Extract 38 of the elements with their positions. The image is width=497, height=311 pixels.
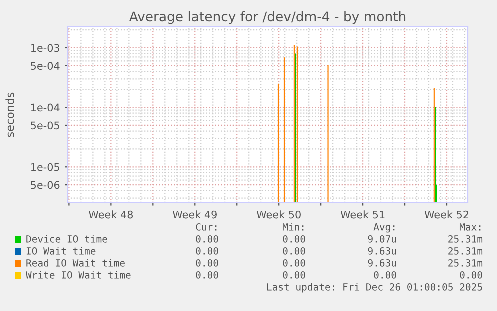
text: Last update: Fri Dec 26 01:00:05 2025	[267, 283, 482, 293]
y-tick-label: 5e-05	[31, 122, 60, 130]
text: 0.00	[460, 271, 482, 279]
y-tick-label: 1e-04	[31, 104, 60, 112]
text: Avg:	[374, 224, 395, 233]
y-axis-title: seconds	[6, 92, 14, 138]
text: Max:	[460, 224, 481, 231]
x-tick-label: Week 48	[88, 210, 134, 219]
text: 9.63u	[368, 247, 396, 255]
x-tick-label: Week 51	[340, 210, 385, 219]
text: Min:	[282, 223, 304, 231]
y-tick-label: 1e-03	[31, 44, 60, 52]
x-tick-label: Week 52	[424, 210, 469, 219]
chart-title: Average latency for /dev/dm-4 - by month	[129, 11, 406, 24]
text: 0.00	[283, 259, 306, 267]
x-tick-label: Week 50	[256, 210, 301, 219]
legend-label: IO Wait time	[26, 247, 96, 255]
text: 0.00	[283, 271, 306, 279]
text: 25.31m	[448, 259, 483, 267]
y-tick-label: 5e-04	[31, 62, 60, 70]
text: 0.00	[196, 259, 218, 267]
text: 25.31m	[448, 235, 483, 243]
text: 25.31m	[448, 247, 483, 255]
text: 0.00	[196, 271, 218, 279]
y-tick-label: 5e-06	[31, 181, 60, 190]
text: 9.07u	[368, 235, 396, 243]
text: Cur:	[196, 223, 217, 231]
legend-label: Device IO time	[26, 235, 108, 243]
text: 0.00	[374, 271, 396, 279]
legend-label: Write IO Wait time	[26, 271, 131, 279]
text: 0.00	[196, 247, 218, 255]
legend-label: Read IO Wait time	[26, 259, 125, 267]
text: 9.63u	[368, 259, 396, 267]
x-tick-label: Week 49	[172, 210, 217, 219]
text: 0.00	[196, 235, 218, 243]
text: 0.00	[283, 235, 306, 243]
text: 0.00	[283, 247, 306, 255]
y-tick-label: 1e-05	[31, 163, 60, 172]
